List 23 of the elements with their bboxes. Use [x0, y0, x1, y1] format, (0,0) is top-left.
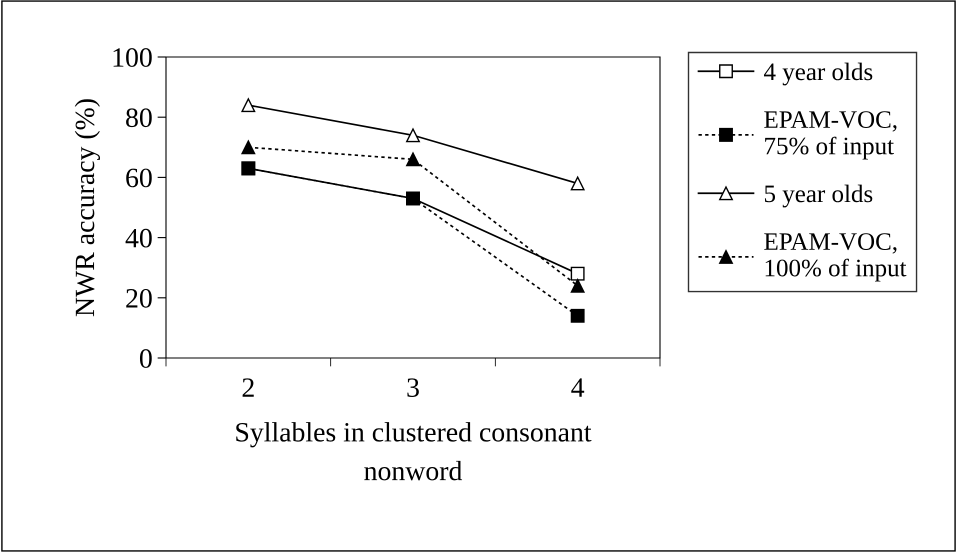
- x-axis-title: Syllables in clustered consonant nonword: [236, 422, 592, 480]
- y-axis-title: NWR accuracy (%): [74, 99, 100, 316]
- y-tick-label: 60: [126, 168, 152, 188]
- y-tick-label: 20: [126, 288, 152, 308]
- point: [241, 140, 256, 154]
- y-tick-label: 100: [114, 48, 152, 67]
- y-tick-label: 0: [140, 349, 152, 368]
- y-tick-label: 40: [126, 228, 152, 248]
- point: [570, 278, 585, 293]
- legend-label: EPAM-VOC, 75% of input: [764, 111, 896, 160]
- point: [570, 176, 585, 190]
- point: [570, 266, 585, 281]
- point: [406, 152, 420, 166]
- legend-label: 5 year olds: [764, 184, 872, 208]
- y-tick-label: 80: [126, 108, 152, 128]
- x-tick-label: 4: [571, 378, 584, 397]
- legend-label: EPAM-VOC, 100% of input: [764, 233, 906, 282]
- point: [406, 128, 420, 142]
- x-tick-label: 2: [242, 378, 254, 397]
- legend-label: 4 year olds: [764, 62, 872, 86]
- x-tick-label: 3: [407, 378, 419, 397]
- point: [241, 98, 256, 112]
- point: [570, 308, 585, 323]
